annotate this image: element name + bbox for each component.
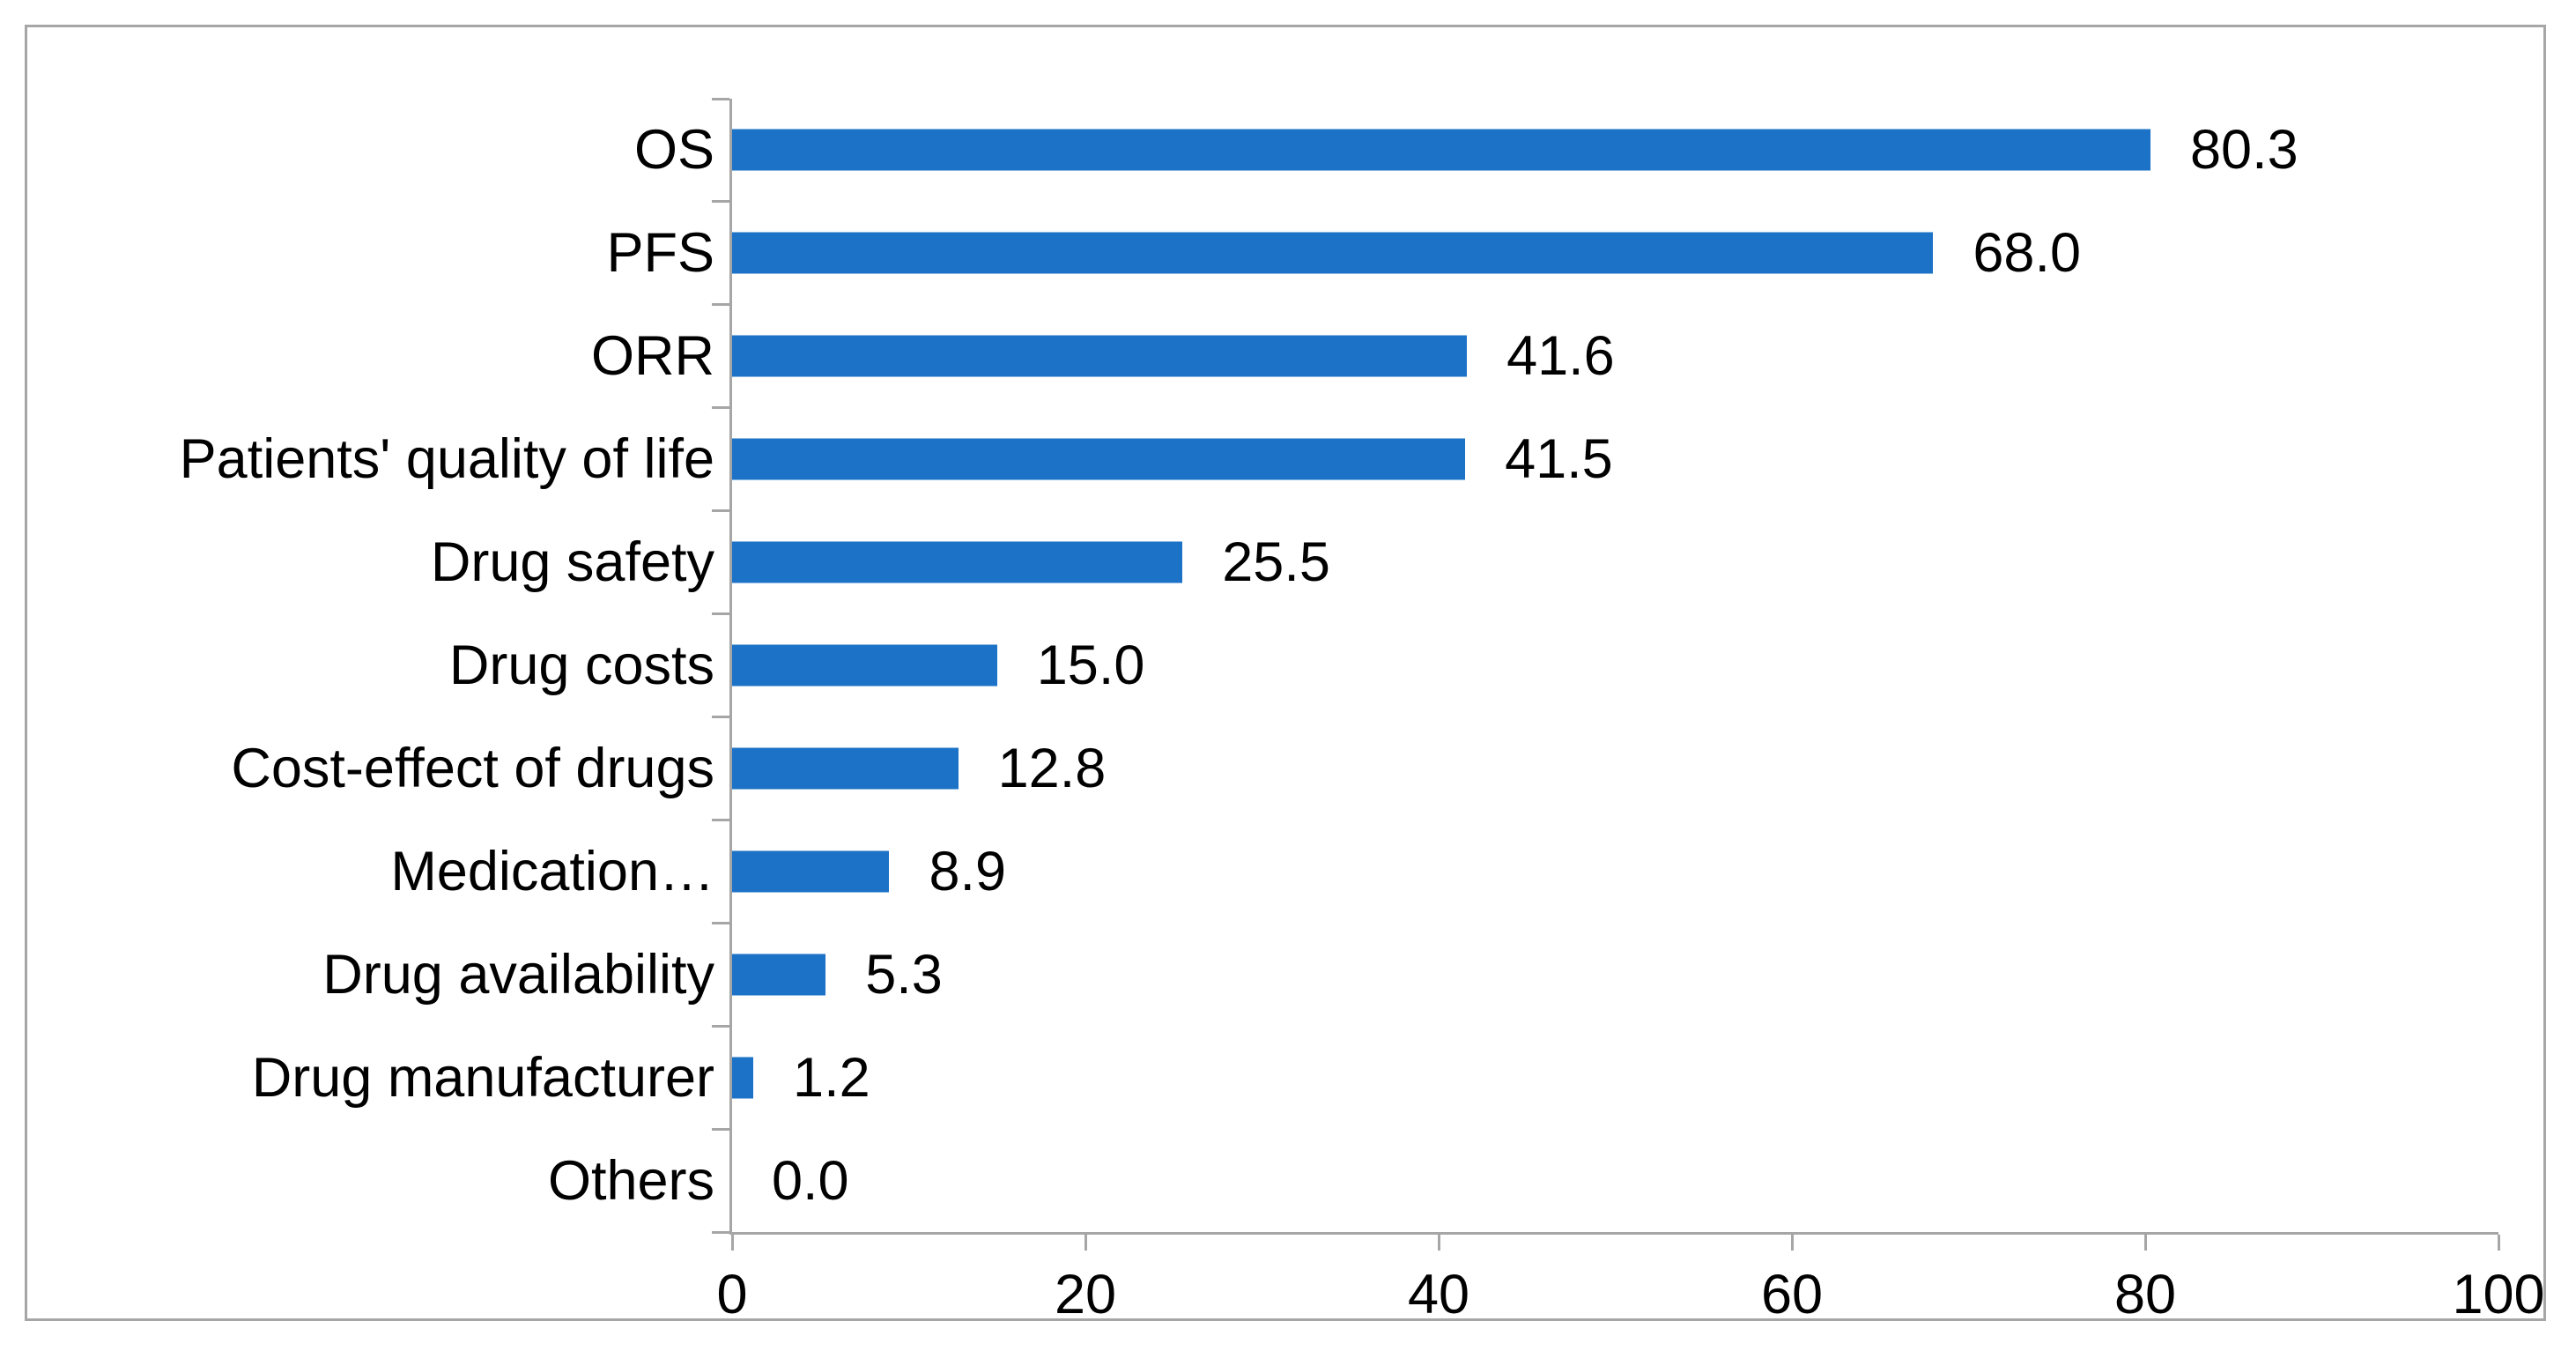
bar	[732, 335, 1468, 377]
bar	[732, 1057, 754, 1099]
category-label: Drug safety	[430, 531, 714, 594]
y-axis-tick	[712, 612, 729, 616]
bar-row: Drug manufacturer 1.2	[252, 1026, 2498, 1129]
y-axis-tick	[712, 1024, 729, 1028]
value-label: 5.3	[865, 943, 943, 1006]
value-label: 80.3	[2190, 119, 2298, 182]
value-label: 25.5	[1222, 531, 1330, 594]
x-axis-tick-label: 100	[2452, 1264, 2545, 1325]
y-axis-tick	[712, 921, 729, 924]
bar	[732, 954, 826, 996]
x-axis-tick-label: 20	[1054, 1264, 1117, 1325]
y-axis-tick	[712, 97, 729, 100]
value-label: 0.0	[772, 1149, 849, 1212]
x-axis-tick	[2497, 1235, 2500, 1251]
bar-row: ORR 41.6	[591, 305, 2498, 408]
y-axis-tick	[712, 509, 729, 513]
x-axis-tick-label: 0	[716, 1264, 748, 1325]
value-label: 8.9	[929, 840, 1007, 902]
category-label: Medication…	[390, 840, 714, 902]
bar	[732, 747, 959, 790]
bar-row: Drug costs 15.0	[449, 614, 2498, 717]
x-axis-tick	[2143, 1235, 2147, 1251]
bar-row: Drug availability 5.3	[322, 923, 2498, 1026]
bar	[732, 850, 890, 893]
bar	[732, 232, 1934, 274]
x-axis-tick	[1084, 1235, 1087, 1251]
bar	[732, 129, 2150, 171]
category-label: OS	[633, 119, 714, 182]
value-label: 15.0	[1036, 634, 1145, 696]
bar-row: Medication… 8.9	[390, 820, 2498, 923]
value-label: 68.0	[1973, 222, 2082, 285]
category-label: ORR	[591, 325, 714, 388]
bar-row: Cost-effect of drugs 12.8	[231, 716, 2498, 820]
x-axis-tick-label: 60	[1760, 1264, 1824, 1325]
bar-row: Drug safety 25.5	[431, 511, 2498, 614]
y-axis-tick	[712, 406, 729, 410]
category-label: Patients' quality of life	[179, 428, 714, 491]
category-label: PFS	[606, 222, 714, 285]
y-axis-tick	[712, 715, 729, 718]
y-axis-tick	[712, 1230, 729, 1234]
y-axis-tick	[712, 818, 729, 821]
value-label: 1.2	[793, 1046, 870, 1109]
category-label: Drug costs	[448, 634, 714, 696]
bar-row: PFS 68.0	[606, 202, 2498, 305]
x-axis-tick-label: 80	[2113, 1264, 2177, 1325]
bar-row: Patients' quality of life 41.5	[180, 408, 2498, 511]
x-axis-tick-label: 40	[1407, 1264, 1470, 1325]
category-label: Cost-effect of drugs	[231, 737, 714, 799]
category-label: Drug manufacturer	[251, 1046, 714, 1109]
y-axis-tick	[712, 200, 729, 204]
bar	[732, 541, 1183, 583]
chart-frame-border: OS 80.3 PFS 68.0 ORR 41.6 Patients' quality of…	[25, 25, 2546, 1325]
y-axis-tick	[712, 303, 729, 307]
x-axis-tick	[1790, 1235, 1794, 1251]
plot-area: OS 80.3 PFS 68.0 ORR 41.6 Patients' quality of…	[180, 97, 2545, 1325]
value-label: 41.5	[1505, 428, 1613, 491]
value-label: 41.6	[1506, 325, 1615, 388]
x-axis-tick	[730, 1235, 734, 1251]
value-label: 12.8	[997, 737, 1107, 799]
bar-row: Others 0.0	[548, 1129, 2498, 1232]
bar-row: OS 80.3	[634, 99, 2498, 202]
bar	[732, 438, 1466, 480]
bar	[732, 644, 997, 687]
category-label: Drug availability	[322, 943, 714, 1006]
y-axis-tick	[712, 1127, 729, 1131]
x-axis-tick	[1437, 1235, 1440, 1251]
category-label: Others	[547, 1149, 714, 1212]
